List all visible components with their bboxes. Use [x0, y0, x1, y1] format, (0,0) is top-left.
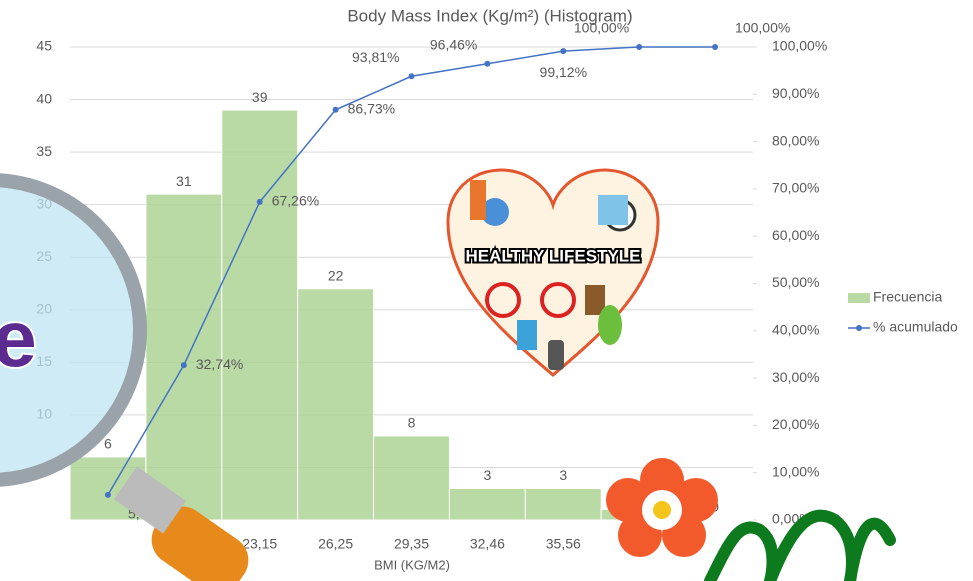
- chart-title: Body Mass Index (Kg/m²) (Histogram): [347, 6, 632, 25]
- x-tick-label: 23,15: [242, 536, 277, 552]
- line-value-label: 32,74%: [196, 356, 243, 372]
- bar: [298, 289, 374, 520]
- page: 510152025303540450,00%10,00%20,00%30,00%…: [0, 0, 973, 581]
- bar: [449, 488, 525, 520]
- plot-area: 510152025303540450,00%10,00%20,00%30,00%…: [36, 20, 827, 552]
- legend-swatch: [848, 293, 870, 303]
- flower-illustration: [606, 458, 890, 581]
- bar-value-label: 31: [176, 173, 192, 189]
- y2-tick-label: 40,00%: [772, 322, 819, 338]
- line-marker: [636, 44, 642, 50]
- line-marker: [257, 199, 263, 205]
- line-marker: [560, 48, 566, 54]
- line-marker: [484, 61, 490, 67]
- x-axis-title: BMI (KG/M2): [374, 557, 450, 572]
- line-marker: [712, 44, 718, 50]
- line-value-label: 67,26%: [272, 193, 319, 209]
- bar-value-label: 8: [408, 415, 416, 431]
- x-tick-label: 35,56: [546, 536, 581, 552]
- bar-value-label: 22: [328, 267, 344, 283]
- line-value-label: 86,73%: [348, 100, 395, 116]
- y2-tick-label: 20,00%: [772, 416, 819, 432]
- line-value-label: 96,46%: [430, 36, 477, 52]
- bar-value-label: 6: [104, 436, 112, 452]
- heart-illustration: [448, 170, 658, 375]
- y2-tick-label: 90,00%: [772, 85, 819, 101]
- y2-tick-label: 10,00%: [772, 463, 819, 479]
- line-marker: [333, 107, 339, 113]
- bar-value-label: 3: [559, 467, 567, 483]
- y2-tick-label: 30,00%: [772, 369, 819, 385]
- y2-tick-label: 70,00%: [772, 180, 819, 196]
- line-marker: [105, 492, 111, 498]
- bar-value-label: 3: [483, 467, 491, 483]
- y2-tick-label: 80,00%: [772, 132, 819, 148]
- y-tick-label: 35: [36, 143, 52, 159]
- bar: [222, 110, 298, 520]
- line-value-label: 99,12%: [540, 64, 587, 80]
- line-value-label: 93,81%: [352, 49, 399, 65]
- bar-value-label: 39: [252, 89, 268, 105]
- y2-tick-label: 60,00%: [772, 227, 819, 243]
- y-tick-label: 40: [36, 90, 52, 106]
- bar: [374, 436, 450, 520]
- x-tick-label: 32,46: [470, 536, 505, 552]
- legend-label: % acumulado: [873, 319, 958, 335]
- legend-label: Frecuencia: [873, 289, 942, 305]
- annotation: HEALTHY LIFESTYLE: [465, 246, 640, 265]
- y-tick-label: 45: [36, 38, 52, 54]
- x-tick-label: 26,25: [318, 536, 353, 552]
- line-marker: [409, 73, 415, 79]
- chart: 510152025303540450,00%10,00%20,00%30,00%…: [0, 0, 973, 581]
- svg-text:le: le: [0, 294, 37, 383]
- bar: [525, 488, 601, 520]
- legend-marker: [856, 325, 862, 331]
- x-tick-label: 29,35: [394, 536, 429, 552]
- line-marker: [181, 362, 187, 368]
- line-value-label: 100,00%: [735, 20, 790, 36]
- y2-tick-label: 100,00%: [772, 38, 827, 54]
- y2-tick-label: 50,00%: [772, 274, 819, 290]
